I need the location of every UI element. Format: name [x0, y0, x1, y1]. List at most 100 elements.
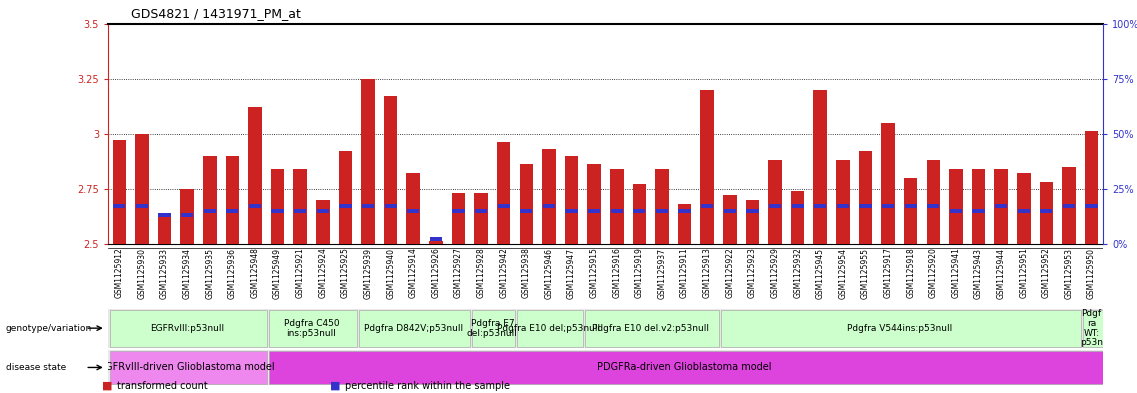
- Bar: [1062, 167, 1076, 244]
- Bar: [110, 351, 267, 384]
- Bar: [114, 204, 125, 208]
- Bar: [746, 200, 760, 244]
- Bar: [995, 204, 1007, 208]
- Text: Pdgf
ra
WT:
p53n: Pdgf ra WT: p53n: [1080, 309, 1103, 347]
- Text: GSM1125912: GSM1125912: [115, 248, 124, 298]
- Bar: [271, 169, 284, 244]
- Text: Pdgfra C450
ins:p53null: Pdgfra C450 ins:p53null: [284, 319, 339, 338]
- Bar: [430, 237, 442, 241]
- Text: genotype/variation: genotype/variation: [6, 324, 92, 332]
- Bar: [542, 204, 555, 208]
- Bar: [588, 164, 601, 244]
- Bar: [113, 140, 126, 244]
- Bar: [1039, 182, 1053, 244]
- Text: GSM1125949: GSM1125949: [273, 248, 282, 299]
- Text: Pdgfra V544ins:p53null: Pdgfra V544ins:p53null: [847, 324, 952, 332]
- Bar: [949, 209, 962, 213]
- Bar: [451, 193, 465, 244]
- Text: GSM1125914: GSM1125914: [409, 248, 417, 298]
- Bar: [949, 169, 963, 244]
- Text: GSM1125954: GSM1125954: [838, 248, 847, 299]
- Bar: [453, 209, 465, 213]
- Bar: [317, 209, 329, 213]
- Text: GSM1125946: GSM1125946: [545, 248, 554, 299]
- Bar: [181, 189, 194, 244]
- Text: GSM1125948: GSM1125948: [250, 248, 259, 298]
- Text: GSM1125924: GSM1125924: [318, 248, 327, 298]
- Bar: [588, 209, 600, 213]
- Bar: [656, 209, 669, 213]
- Bar: [407, 209, 420, 213]
- Bar: [110, 310, 267, 347]
- Text: ■: ■: [330, 381, 340, 391]
- Text: GSM1125926: GSM1125926: [431, 248, 440, 298]
- Bar: [632, 184, 646, 244]
- Bar: [472, 310, 515, 347]
- Text: Pdgfra D842V;p53null: Pdgfra D842V;p53null: [364, 324, 463, 332]
- Bar: [362, 79, 375, 244]
- Bar: [204, 156, 216, 244]
- Text: GSM1125952: GSM1125952: [1041, 248, 1051, 298]
- Text: disease state: disease state: [6, 363, 66, 372]
- Bar: [813, 90, 827, 244]
- Text: GSM1125944: GSM1125944: [997, 248, 1005, 299]
- Text: GSM1125943: GSM1125943: [974, 248, 984, 299]
- Text: GSM1125945: GSM1125945: [815, 248, 824, 299]
- Text: percentile rank within the sample: percentile rank within the sample: [345, 381, 509, 391]
- Text: GSM1125919: GSM1125919: [634, 248, 644, 298]
- Bar: [724, 209, 736, 213]
- Text: GSM1125915: GSM1125915: [590, 248, 599, 298]
- Bar: [791, 191, 805, 244]
- Text: GSM1125920: GSM1125920: [929, 248, 938, 298]
- Bar: [678, 204, 691, 244]
- Bar: [226, 209, 239, 213]
- Bar: [384, 204, 397, 208]
- Text: PDGFRa-driven Glioblastoma model: PDGFRa-driven Glioblastoma model: [597, 362, 772, 373]
- Bar: [204, 209, 216, 213]
- Bar: [927, 160, 940, 244]
- Text: GSM1125940: GSM1125940: [387, 248, 396, 299]
- Bar: [586, 310, 719, 347]
- Text: GSM1125936: GSM1125936: [227, 248, 236, 299]
- Text: transformed count: transformed count: [117, 381, 208, 391]
- Bar: [249, 204, 262, 208]
- Bar: [702, 204, 713, 208]
- Bar: [1063, 204, 1076, 208]
- Bar: [135, 134, 149, 244]
- Bar: [316, 200, 330, 244]
- Text: GSM1125929: GSM1125929: [771, 248, 780, 298]
- Bar: [769, 204, 781, 208]
- Bar: [1082, 310, 1103, 347]
- Text: GSM1125947: GSM1125947: [567, 248, 576, 299]
- Text: GSM1125921: GSM1125921: [296, 248, 305, 298]
- Bar: [565, 156, 579, 244]
- Bar: [972, 169, 986, 244]
- Bar: [1086, 204, 1097, 208]
- Bar: [384, 96, 398, 244]
- Text: Pdgfra E7
del:p53null: Pdgfra E7 del:p53null: [467, 319, 517, 338]
- Text: GSM1125932: GSM1125932: [794, 248, 802, 298]
- Bar: [655, 169, 669, 244]
- Bar: [565, 209, 578, 213]
- Bar: [268, 351, 1103, 384]
- Bar: [905, 204, 916, 208]
- Bar: [814, 204, 827, 208]
- Bar: [858, 151, 872, 244]
- Text: GSM1125951: GSM1125951: [1019, 248, 1028, 298]
- Bar: [633, 209, 646, 213]
- Bar: [882, 204, 894, 208]
- Bar: [837, 204, 849, 208]
- Text: GSM1125925: GSM1125925: [341, 248, 350, 298]
- Bar: [272, 209, 284, 213]
- Bar: [474, 193, 488, 244]
- Bar: [927, 204, 939, 208]
- Bar: [362, 204, 374, 208]
- Bar: [359, 310, 471, 347]
- Bar: [475, 209, 487, 213]
- Text: GSM1125939: GSM1125939: [364, 248, 373, 299]
- Text: GSM1125953: GSM1125953: [1064, 248, 1073, 299]
- Bar: [679, 209, 690, 213]
- Bar: [836, 160, 849, 244]
- Bar: [700, 90, 714, 244]
- Bar: [135, 204, 148, 208]
